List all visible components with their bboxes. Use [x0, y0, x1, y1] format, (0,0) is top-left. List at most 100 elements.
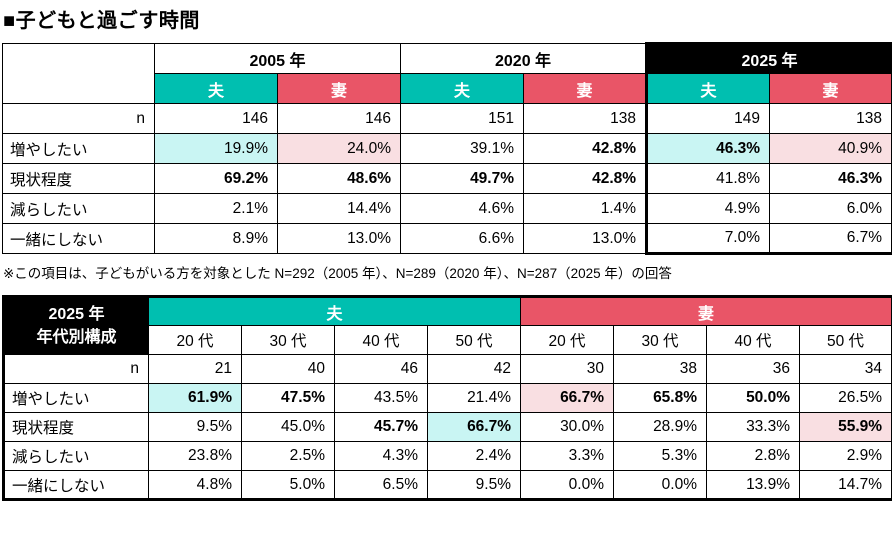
corner-line-2: 年代別構成 — [36, 329, 117, 346]
table-row-current: 現状程度 9.5% 45.0% 45.7% 66.7% 30.0% 28.9% … — [3, 412, 892, 442]
cell: 151 — [400, 103, 525, 134]
cell: 66.7% — [426, 412, 522, 442]
cell: 38 — [613, 354, 708, 384]
row-label: 増やしたい — [2, 133, 155, 164]
cell: 46.3% — [645, 133, 771, 164]
cell: 26.5% — [799, 383, 892, 413]
cell: 9.5% — [148, 412, 242, 442]
cell: 2.8% — [706, 441, 801, 471]
cell: 30 — [520, 354, 615, 384]
row-label: 減らしたい — [3, 441, 149, 471]
table-2025-by-age: 2025 年 年代別構成 夫 妻 20 代 30 代 40 代 50 代 20 … — [2, 295, 892, 501]
cell: 2.5% — [241, 441, 335, 471]
year-header-2005: 2005 年 — [153, 43, 402, 74]
row-label: 一緒にしない — [3, 470, 149, 500]
cell: 42.8% — [523, 163, 648, 194]
footnote: ※この項目は、子どもがいる方を対象とした N=292（2005 年）、N=289… — [3, 266, 672, 281]
cell: 21.4% — [426, 383, 522, 413]
cell: 6.7% — [769, 223, 892, 255]
cell: 28.9% — [613, 412, 708, 442]
table-row-current: 現状程度 69.2% 48.6% 49.7% 42.8% 41.8% 46.3% — [2, 163, 892, 194]
cell: 30.0% — [520, 412, 615, 442]
cell: 40 — [241, 354, 335, 384]
row-label-n: n — [2, 103, 155, 134]
cell: 0.0% — [520, 470, 615, 500]
cell: 14.7% — [799, 470, 892, 500]
cell: 6.0% — [769, 193, 892, 224]
row-label: 一緒にしない — [2, 223, 155, 254]
cell: 4.9% — [645, 193, 771, 224]
cell: 2.9% — [799, 441, 892, 471]
husband-header: 夫 — [400, 73, 525, 104]
cell: 69.2% — [154, 163, 278, 194]
cell: 55.9% — [799, 412, 892, 442]
cell: 146 — [154, 103, 278, 134]
cell: 45.7% — [334, 412, 428, 442]
cell: 46 — [334, 354, 428, 384]
year-header-2025: 2025 年 — [645, 42, 892, 74]
row-label: 現状程度 — [3, 412, 149, 442]
cell: 2.4% — [426, 441, 522, 471]
table-row-n: n 146 146 151 138 149 138 — [2, 103, 892, 134]
table-row-increase: 増やしたい 61.9% 47.5% 43.5% 21.4% 66.7% 65.8… — [3, 383, 892, 413]
age-header-30s: 30 代 — [241, 325, 335, 355]
corner-blank-cell — [2, 43, 155, 104]
cell: 49.7% — [400, 163, 525, 194]
wife-header: 妻 — [276, 73, 402, 104]
wife-header: 妻 — [523, 73, 648, 104]
cell: 47.5% — [241, 383, 335, 413]
age-header-40s: 40 代 — [334, 325, 428, 355]
cell: 1.4% — [523, 193, 648, 224]
corner-line-1: 2025 年 — [48, 305, 105, 323]
table-time-with-children: 2005 年 2020 年 2025 年 夫 妻 夫 妻 夫 妻 n 146 1… — [2, 42, 892, 255]
table-row-years: 2005 年 2020 年 2025 年 — [2, 42, 892, 104]
cell: 4.8% — [148, 470, 242, 500]
table-row-no-together: 一緒にしない 8.9% 13.0% 6.6% 13.0% 7.0% 6.7% — [2, 223, 892, 255]
table-row-decrease: 減らしたい 2.1% 14.4% 4.6% 1.4% 4.9% 6.0% — [2, 193, 892, 224]
cell: 48.6% — [276, 163, 402, 194]
husband-header: 夫 — [154, 73, 278, 104]
cell: 21 — [148, 354, 242, 384]
page-title: ■子どもと過ごす時間 — [3, 10, 200, 32]
cell: 42.8% — [523, 133, 648, 164]
cell: 39.1% — [400, 133, 525, 164]
cell: 36 — [706, 354, 801, 384]
cell: 13.0% — [276, 223, 402, 254]
cell: 14.4% — [276, 193, 402, 224]
age-header-20s: 20 代 — [148, 325, 242, 355]
cell: 3.3% — [520, 441, 615, 471]
cell: 43.5% — [334, 383, 428, 413]
cell: 9.5% — [426, 470, 522, 500]
age-header-40s: 40 代 — [706, 325, 801, 355]
husband-header: 夫 — [645, 73, 771, 104]
cell: 50.0% — [706, 383, 801, 413]
cell: 4.3% — [334, 441, 428, 471]
cell: 149 — [645, 103, 771, 134]
cell: 13.0% — [523, 223, 648, 254]
row-label-n: n — [3, 354, 149, 384]
cell: 13.9% — [706, 470, 801, 500]
cell: 146 — [276, 103, 402, 134]
row-label: 増やしたい — [3, 383, 149, 413]
cell: 5.0% — [241, 470, 335, 500]
cell: 6.6% — [400, 223, 525, 254]
cell: 8.9% — [154, 223, 278, 254]
cell: 65.8% — [613, 383, 708, 413]
cell: 2.1% — [154, 193, 278, 224]
cell: 24.0% — [276, 133, 402, 164]
cell: 41.8% — [645, 163, 771, 194]
cell: 40.9% — [769, 133, 892, 164]
cell: 34 — [799, 354, 892, 384]
cell: 45.0% — [241, 412, 335, 442]
row-label: 現状程度 — [2, 163, 155, 194]
cell: 66.7% — [520, 383, 615, 413]
age-header-30s: 30 代 — [613, 325, 708, 355]
table-row-no-together: 一緒にしない 4.8% 5.0% 6.5% 9.5% 0.0% 0.0% 13.… — [3, 470, 892, 500]
age-header-50s: 50 代 — [799, 325, 892, 355]
cell: 138 — [769, 103, 892, 134]
cell: 61.9% — [148, 383, 242, 413]
table-row-n: n 21 40 46 42 30 38 36 34 — [3, 354, 892, 384]
table-row-genders: 2025 年 年代別構成 夫 妻 — [3, 296, 892, 355]
table-row-increase: 増やしたい 19.9% 24.0% 39.1% 42.8% 46.3% 40.9… — [2, 133, 892, 164]
cell: 5.3% — [613, 441, 708, 471]
